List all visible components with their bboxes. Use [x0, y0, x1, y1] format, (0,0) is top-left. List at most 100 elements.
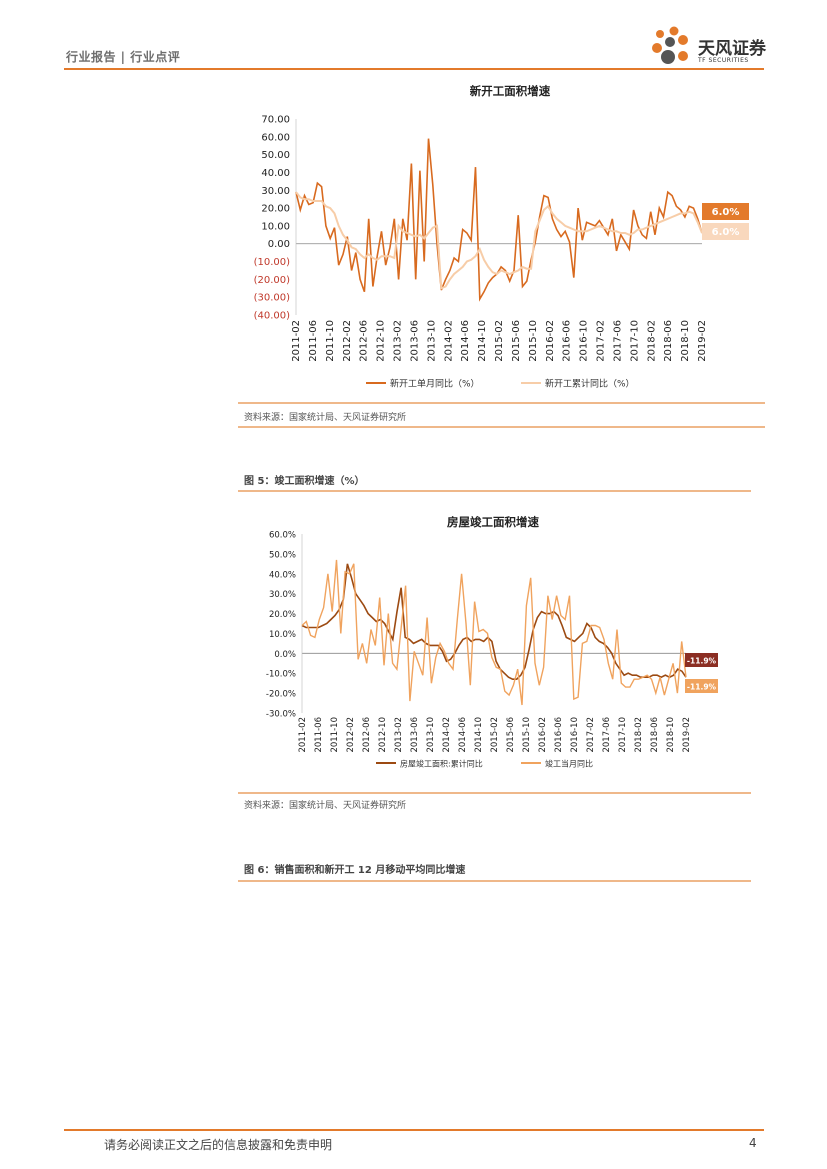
x-tick-label: 2015-10: [522, 717, 532, 753]
chart1-source: 资料来源：国家统计局、天风证券研究所: [244, 413, 407, 423]
end-value-label-2: -11.9%: [687, 683, 717, 692]
x-tick-label: 2011-02: [291, 320, 302, 362]
footer-disclaimer: 请务必阅读正文之后的信息披露和免责申明: [104, 1138, 333, 1152]
y-tick-label: -10.0%: [266, 670, 296, 680]
chart2-completions-growth: 60.0% 50.0% 40.0% 30.0% 20.0% 10.0% 0.0% -10.0%…: [266, 531, 718, 769]
x-tick-label: 2014-02: [442, 717, 452, 753]
x-tick-label: 2014-02: [443, 320, 454, 362]
y-tick-label: 50.0%: [269, 550, 296, 560]
x-tick-label: 2011-10: [330, 717, 340, 753]
chart1-title: 新开工面积增速: [469, 84, 551, 98]
x-tick-label: 2013-06: [409, 320, 420, 362]
chart2-source: 资料来源：国家统计局、天风证券研究所: [244, 801, 407, 811]
figure5-top-rule: [238, 490, 751, 492]
x-tick-label: 2016-10: [579, 320, 590, 362]
y-tick-label: (20.00): [254, 275, 291, 286]
y-tick-label: 0.00: [268, 239, 290, 250]
x-tick-label: 2011-02: [298, 717, 308, 753]
y-tick-label: 10.0%: [269, 630, 296, 640]
end-value-label-1: -11.9%: [687, 657, 717, 666]
y-tick-label: -30.0%: [266, 710, 296, 720]
legend-label-2: 竣工当月同比: [545, 759, 593, 769]
x-tick-label: 2016-02: [538, 717, 548, 753]
end-value-box-2: [685, 679, 718, 693]
y-tick-label: (40.00): [254, 311, 291, 322]
x-tick-label: 2015-02: [494, 320, 505, 362]
report-type-label: 行业报告 | 行业点评: [66, 50, 181, 64]
y-tick-label: 20.00: [261, 204, 290, 215]
x-tick-label: 2017-10: [618, 717, 628, 753]
legend-label-1: 新开工单月同比（%）: [390, 378, 480, 390]
chart2-title: 房屋竣工面积增速: [447, 515, 539, 529]
x-tick-label: 2016-10: [570, 717, 580, 753]
x-tick-label: 2014-10: [474, 717, 484, 753]
y-tick-label: 0.0%: [274, 650, 296, 660]
x-tick-label: 2015-06: [511, 320, 522, 362]
y-tick-label: 30.0%: [269, 590, 296, 600]
chart2-bottom-rule: [238, 792, 751, 794]
figure6-caption: 图 6：销售面积和新开工 12 月移动平均同比增速: [244, 865, 466, 876]
legend-label-1: 房屋竣工面积:累计同比: [400, 759, 483, 769]
x-tick-label: 2017-06: [612, 320, 623, 362]
y-tick-label: 40.00: [261, 168, 290, 179]
chart1-bottom-rule: [238, 426, 765, 428]
x-tick-label: 2018-06: [650, 717, 660, 753]
x-tick-label: 2012-10: [378, 717, 388, 753]
x-tick-label: 2019-02: [682, 717, 692, 753]
footer-divider: [64, 1129, 764, 1131]
x-tick-label: 2017-02: [596, 320, 607, 362]
y-tick-label: 70.00: [261, 115, 290, 126]
x-tick-label: 2016-06: [562, 320, 573, 362]
logo-chinese-name: 天风证券: [698, 39, 766, 59]
end-value-box-1: [702, 203, 749, 220]
chart1-new-starts-growth: 70.00 60.00 50.00 40.00 30.00 20.00 10.00 0.00 (…: [254, 115, 749, 390]
company-logo: 天风证券 TF SECURITIES: [648, 24, 768, 70]
y-tick-label: -20.0%: [266, 690, 296, 700]
logo-english-name: TF SECURITIES: [698, 57, 749, 64]
x-tick-label: 2013-02: [394, 717, 404, 753]
figure5-caption: 图 5：竣工面积增速（%）: [244, 476, 365, 487]
end-value-label-1: 6.0%: [712, 207, 740, 218]
x-tick-label: 2014-06: [460, 320, 471, 362]
x-tick-label: 2011-10: [325, 320, 336, 362]
x-tick-label: 2014-10: [477, 320, 488, 362]
y-tick-label: 40.0%: [269, 570, 296, 580]
x-tick-label: 2015-02: [490, 717, 500, 753]
end-value-box-1: [685, 653, 718, 667]
y-tick-label: (30.00): [254, 293, 291, 304]
series-line-2: [295, 191, 703, 290]
x-tick-label: 2015-10: [528, 320, 539, 362]
x-tick-label: 2018-10: [680, 320, 691, 362]
x-tick-label: 2019-02: [697, 320, 708, 362]
x-tick-label: 2018-06: [663, 320, 674, 362]
legend-label-2: 新开工累计同比（%）: [545, 378, 635, 390]
series-line-2: [301, 559, 687, 706]
series-line-1: [295, 138, 703, 302]
logo-mark-icon: [652, 26, 688, 64]
y-tick-label: 20.0%: [269, 610, 296, 620]
x-tick-label: 2012-02: [342, 320, 353, 362]
x-tick-label: 2011-06: [314, 717, 324, 753]
x-tick-label: 2013-06: [410, 717, 420, 753]
x-tick-label: 2016-02: [545, 320, 556, 362]
x-tick-label: 2018-10: [666, 717, 676, 753]
x-tick-label: 2018-02: [646, 320, 657, 362]
x-tick-label: 2018-02: [634, 717, 644, 753]
series-line-1: [301, 563, 687, 680]
page-number: 4: [749, 1136, 757, 1150]
y-tick-label: 60.00: [261, 132, 290, 143]
x-tick-label: 2011-06: [308, 320, 319, 362]
y-tick-label: 30.00: [261, 186, 290, 197]
chart1-top-rule: [238, 402, 765, 404]
x-tick-label: 2017-02: [586, 717, 596, 753]
y-tick-label: 10.00: [261, 221, 290, 232]
x-tick-label: 2012-10: [376, 320, 387, 362]
header-divider: [64, 68, 764, 70]
y-tick-label: 50.00: [261, 150, 290, 161]
y-tick-label: (10.00): [254, 257, 291, 268]
y-tick-label: 60.0%: [269, 531, 296, 541]
figure6-top-rule: [238, 880, 751, 882]
x-tick-label: 2013-10: [426, 320, 437, 362]
x-tick-label: 2015-06: [506, 717, 516, 753]
x-tick-label: 2017-06: [602, 717, 612, 753]
